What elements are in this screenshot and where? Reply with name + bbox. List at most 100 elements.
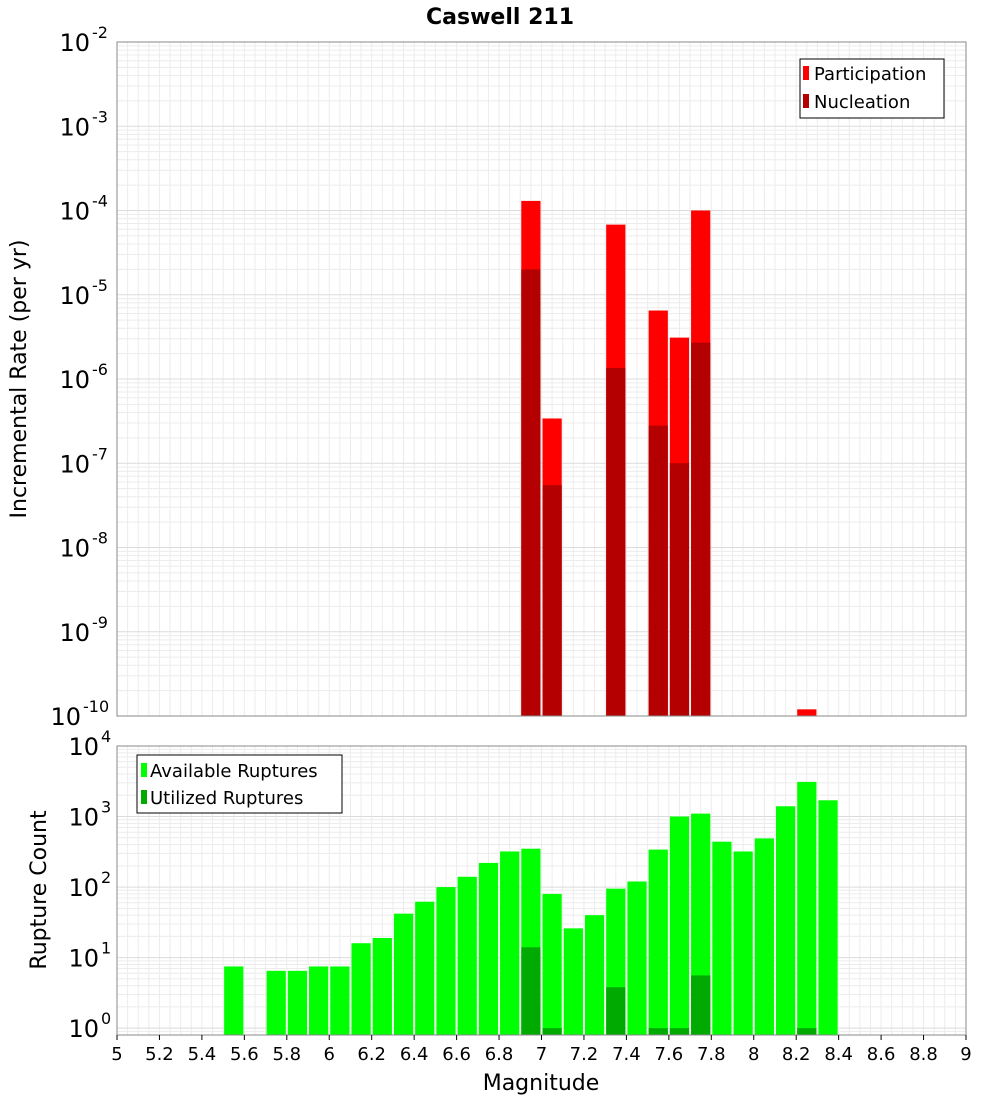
count-bar-primary [733,851,753,1035]
rate-bar-primary [797,709,817,716]
count-bar-primary [669,816,690,1035]
legend-swatch-available [141,763,147,777]
count-bar-secondary [797,1028,817,1035]
count-bar-secondary [542,1028,562,1035]
rate-y-tick-exponent: -7 [92,444,108,463]
count-y-tick-label: 10 [68,733,99,761]
count-bar-primary [457,876,477,1035]
x-tick-label: 7 [536,1044,547,1065]
count-bars [224,781,838,1035]
rate-panel: 10-210-310-410-510-610-710-810-910-10 In… [7,23,967,731]
count-y-tick-exponent: 2 [101,868,111,887]
count-bar-primary [351,943,371,1035]
rate-bar-secondary [648,425,668,716]
rate-y-ticks: 10-210-310-410-510-610-710-810-910-10 [50,23,109,731]
count-bar-secondary [691,975,711,1035]
count-bar-primary [266,970,286,1035]
rate-bars [521,200,817,716]
count-legend: Available Ruptures Utilized Ruptures [136,754,343,814]
rate-y-tick-label: 10 [59,113,90,141]
rate-y-tick-label: 10 [59,282,90,310]
rate-y-tick-exponent: -2 [92,23,108,42]
count-bar-primary [372,937,392,1035]
rate-bar-secondary [606,368,626,716]
count-bar-primary [542,893,562,1035]
x-tick-label: 6 [324,1044,335,1065]
count-x-ticks: 5 5.2 5.4 5.6 5.8 6 6.2 6.4 6.6 6.8 7 7.2 7.4 7.6 7.8 8… [111,1035,972,1065]
rate-bar-secondary [521,269,541,716]
x-tick-label: 8 [748,1044,759,1065]
legend-label-nucleation: Nucleation [814,92,910,113]
legend-label-participation: Participation [814,64,926,85]
x-tick-label: 7.2 [570,1044,599,1065]
count-bar-primary [478,862,499,1035]
count-bar-primary [436,887,456,1035]
count-y-tick-exponent: 0 [101,1009,111,1028]
count-bar-primary [818,800,838,1035]
x-tick-label: 8.4 [824,1044,853,1065]
rate-y-tick-label: 10 [59,366,90,394]
rate-y-tick-exponent: -3 [92,107,108,126]
x-tick-label: 5.2 [145,1044,174,1065]
x-tick-label: 6.8 [485,1044,514,1065]
x-tick-label: 5.8 [272,1044,301,1065]
count-y-tick-label: 10 [68,874,99,902]
rate-y-tick-label: 10 [59,619,90,647]
rate-bar-secondary [669,463,690,716]
count-bar-primary [775,806,796,1035]
count-y-axis-label: Rupture Count [27,810,52,970]
x-tick-label: 5.6 [230,1044,259,1065]
x-tick-label: 8.2 [782,1044,811,1065]
count-bar-primary [287,970,308,1035]
rate-y-tick-exponent: -6 [92,360,108,379]
x-tick-label: 5 [111,1044,122,1065]
rate-y-tick-exponent: -9 [92,613,108,632]
count-y-tick-exponent: 4 [101,727,111,746]
count-bar-primary [563,928,583,1035]
x-axis-label: Magnitude [483,1071,600,1096]
count-bar-primary [712,841,732,1035]
rate-y-tick-label: 10 [59,450,90,478]
count-y-tick-label: 10 [68,945,99,973]
rate-y-tick-exponent: -5 [92,276,108,295]
count-bar-primary [393,913,414,1035]
rate-legend: Participation Nucleation [799,58,945,119]
legend-swatch-participation [803,66,809,80]
x-tick-label: 7.8 [697,1044,726,1065]
count-bar-primary [224,966,244,1035]
x-tick-label: 6.2 [357,1044,386,1065]
count-bar-primary [309,966,329,1035]
rate-bar-secondary [691,342,711,716]
count-bar-secondary [606,987,626,1035]
count-legend-box [136,754,343,814]
rate-legend-box [799,58,945,119]
legend-label-available: Available Ruptures [150,761,318,782]
count-bar-primary [627,881,647,1035]
rate-plot-border [116,41,967,717]
rate-y-tick-label: 10 [59,198,90,226]
count-y-tick-label: 10 [68,1015,99,1043]
rate-y-tick-exponent: -8 [92,529,108,548]
count-bar-secondary [648,1028,668,1035]
count-bar-primary [330,966,350,1035]
x-tick-label: 6.6 [442,1044,471,1065]
x-tick-label: 9 [960,1044,971,1065]
x-tick-label: 8.6 [867,1044,896,1065]
rate-grid [117,41,966,717]
count-y-tick-exponent: 3 [101,798,111,817]
rate-y-tick-exponent: -10 [83,697,109,716]
count-y-tick-exponent: 1 [101,939,111,958]
rate-y-tick-exponent: -4 [92,192,108,211]
rate-y-tick-label: 10 [50,703,81,731]
legend-label-utilized: Utilized Ruptures [150,788,303,809]
count-bar-primary [754,838,774,1035]
legend-swatch-nucleation [803,94,809,108]
x-tick-label: 5.4 [188,1044,217,1065]
count-bar-primary [584,915,605,1035]
x-tick-label: 7.4 [612,1044,641,1065]
count-y-tick-label: 10 [68,804,99,832]
count-bar-secondary [521,947,541,1035]
